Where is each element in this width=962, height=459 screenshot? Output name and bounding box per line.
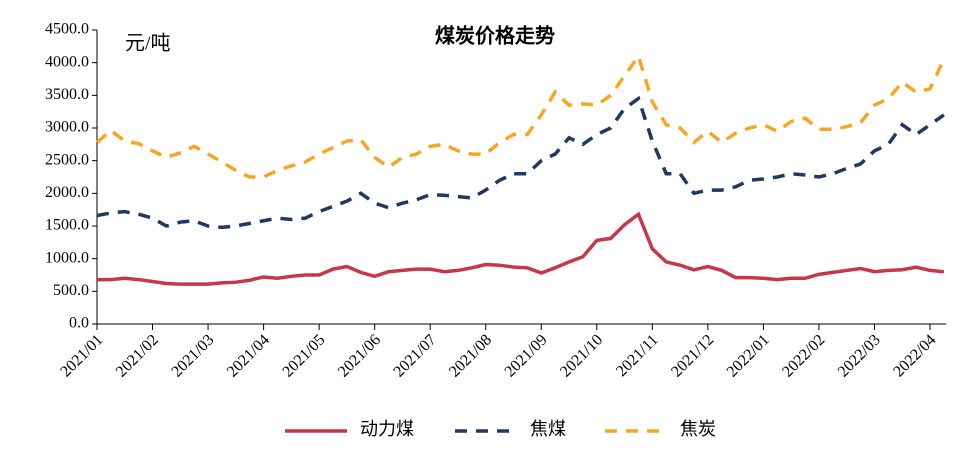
x-tick-label: 2022/01 <box>724 331 773 380</box>
x-tick-label: 2021/04 <box>224 331 273 380</box>
x-tick-label: 2021/07 <box>391 331 440 380</box>
y-tick-label: 0.0 <box>69 315 89 332</box>
chart-title: 煤炭价格走势 <box>435 24 555 48</box>
y-tick-label: 1500.0 <box>45 217 89 234</box>
x-tick-label: 2021/08 <box>446 331 495 380</box>
y-tick-label: 4500.0 <box>45 21 89 38</box>
y-tick-label: 3500.0 <box>45 86 89 103</box>
y-axis-label: 元/吨 <box>125 32 171 55</box>
x-tick-label: 2021/12 <box>668 331 717 380</box>
series-line <box>95 52 946 179</box>
series-line <box>96 95 945 230</box>
y-tick-label: 3000.0 <box>45 119 89 136</box>
y-tick-label: 4000.0 <box>45 53 89 70</box>
y-tick-label: 500.0 <box>53 282 89 299</box>
y-tick-label: 2500.0 <box>45 151 89 168</box>
x-tick-label: 2022/03 <box>835 331 884 380</box>
y-tick-label: 1000.0 <box>45 249 89 266</box>
x-tick-label: 2022/04 <box>890 331 939 380</box>
x-tick-label: 2021/02 <box>113 331 162 380</box>
legend-label: 焦炭 <box>680 419 716 439</box>
x-tick-label: 2021/11 <box>613 331 662 380</box>
x-tick-label: 2021/01 <box>57 331 106 380</box>
legend-label: 焦煤 <box>530 419 566 439</box>
x-tick-label: 2021/03 <box>168 331 217 380</box>
series-line <box>97 211 945 286</box>
x-tick-label: 2021/05 <box>279 331 328 380</box>
x-tick-label: 2022/02 <box>779 331 828 380</box>
x-tick-label: 2021/06 <box>335 331 384 380</box>
legend-label: 动力煤 <box>360 419 414 439</box>
y-tick-label: 2000.0 <box>45 184 89 201</box>
x-tick-label: 2021/10 <box>557 331 606 380</box>
x-tick-label: 2021/09 <box>502 331 551 380</box>
